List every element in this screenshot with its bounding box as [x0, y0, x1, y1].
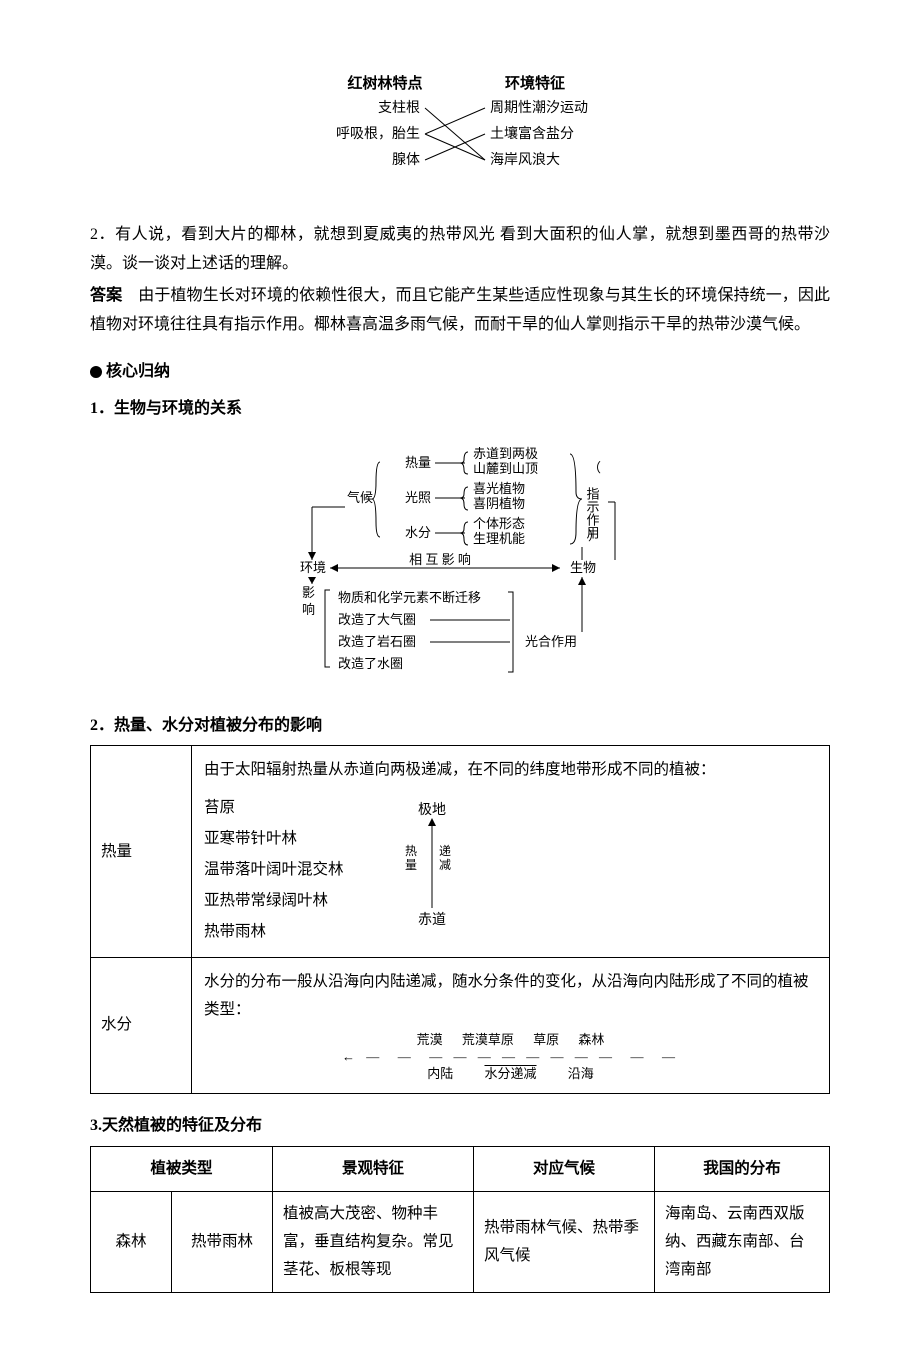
svg-text:响: 响 [302, 602, 315, 617]
diag1-l2: 腺体 [392, 152, 420, 168]
svg-text:热量: 热量 [405, 844, 417, 872]
veg-h2: 景观特征 [273, 1147, 474, 1192]
diag1-r0: 周期性潮汐运动 [490, 100, 588, 116]
svg-text:环境: 环境 [300, 560, 326, 575]
question-2: 2．有人说，看到大片的椰林，就想到夏威夷的热带风光 看到大面积的仙人掌，就想到墨… [90, 221, 830, 279]
svg-text:改造了大气圈: 改造了大气圈 [338, 612, 416, 627]
svg-text:光照: 光照 [405, 490, 431, 505]
diag1-r2: 海岸风浪大 [490, 152, 560, 168]
veg-r1c1: 森林 [91, 1192, 172, 1293]
svg-text:喜阴植物: 喜阴植物 [473, 496, 525, 511]
heat-label: 热量 [91, 746, 192, 958]
svg-text:热量: 热量 [405, 455, 431, 470]
section-3-title: 3.天然植被的特征及分布 [90, 1112, 830, 1141]
svg-text:极地: 极地 [418, 802, 446, 818]
water-label: 水分 [91, 958, 192, 1093]
section-2-title: 2．热量、水分对植被分布的影响 [90, 712, 830, 741]
core-summary-heading: 核心归纳 [90, 358, 830, 387]
answer: 答案 由于植物生长对环境的依赖性很大，而且它能产生某些适应性现象与其生长的环境保… [90, 282, 830, 340]
svg-text:山麓到山顶: 山麓到山顶 [473, 461, 538, 476]
veg-r1c5: 海南岛、云南西双版纳、西藏东南部、台湾南部 [655, 1192, 830, 1293]
bio-environment-diagram: 气候 热量 赤道到两极 山麓到山顶 光照 喜光植物 喜阴植物 水分 个体形态 生… [90, 432, 830, 703]
water-intro: 水分的分布一般从沿海向内陆递减，随水分条件的变化，从沿海向内陆形成了不同的植被类… [204, 968, 817, 1024]
veg-h3: 对应气候 [474, 1147, 655, 1192]
veg-h1: 植被类型 [91, 1147, 273, 1192]
svg-text:）: ） [588, 528, 601, 543]
heat-water-table: 热量 由于太阳辐射热量从赤道向两极递减，在不同的纬度地带形成不同的植被： 苔原 … [90, 745, 830, 1093]
bullet-icon [90, 366, 102, 378]
natural-vegetation-table: 植被类型 景观特征 对应气候 我国的分布 森林 热带雨林 植被高大茂密、物种丰富… [90, 1146, 830, 1293]
diag1-right-title: 环境特征 [505, 74, 565, 92]
diag1-left-title: 红树林特点 [347, 74, 422, 92]
svg-text:气候: 气候 [347, 490, 373, 505]
veg-r1c2: 热带雨林 [172, 1192, 273, 1293]
vegetation-list: 苔原 亚寒带针叶林 温带落叶阔叶混交林 亚热带常绿阔叶林 热带雨林 [204, 792, 344, 947]
diag1-l0: 支柱根 [378, 100, 420, 116]
svg-text:生物: 生物 [570, 560, 596, 575]
veg-h4: 我国的分布 [655, 1147, 830, 1192]
diag1-l1: 呼吸根，胎生 [336, 126, 420, 142]
svg-text:生理机能: 生理机能 [473, 531, 525, 546]
heat-arrow-diagram: 极地 热量 递减 赤道 [387, 800, 477, 940]
veg-r1c3: 植被高大茂密、物种丰富，垂直结构复杂。常见茎花、板根等现 [273, 1192, 474, 1293]
heat-intro: 由于太阳辐射热量从赤道向两极递减，在不同的纬度地带形成不同的植被： [204, 756, 817, 784]
svg-text:（: （ [588, 460, 601, 475]
svg-text:水分: 水分 [405, 525, 431, 540]
svg-text:影: 影 [302, 585, 315, 600]
veg-r1c4: 热带雨林气候、热带季风气候 [474, 1192, 655, 1293]
svg-text:改造了水圈: 改造了水圈 [338, 656, 403, 671]
svg-text:赤道到两极: 赤道到两极 [473, 446, 538, 461]
diag1-r1: 土壤富含盐分 [490, 125, 574, 142]
svg-text:喜光植物: 喜光植物 [473, 481, 525, 496]
svg-text:相 互 影 响: 相 互 影 响 [409, 552, 471, 567]
svg-text:递减: 递减 [439, 844, 451, 872]
svg-text:个体形态: 个体形态 [473, 516, 525, 531]
svg-text:物质和化学元素不断迁移: 物质和化学元素不断迁移 [338, 590, 481, 605]
mangrove-cross-diagram: 红树林特点 环境特征 支柱根 呼吸根，胎生 腺体 周期性潮汐运动 土壤富含盐分 … [90, 70, 830, 201]
svg-text:改造了岩石圈: 改造了岩石圈 [338, 634, 416, 649]
water-gradient-diagram: 荒漠 荒漠草原 草原 森林 ← — — — — — — — — — — — — … [204, 1032, 817, 1083]
svg-text:赤道: 赤道 [418, 912, 446, 928]
svg-text:光合作用: 光合作用 [525, 634, 577, 649]
section-1-title: 1．生物与环境的关系 [90, 395, 830, 424]
